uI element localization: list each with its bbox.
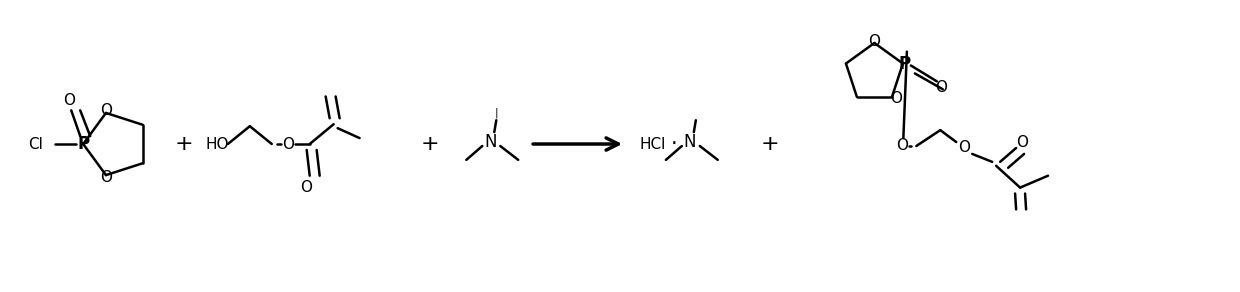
Text: |: | (495, 107, 498, 118)
Text: N: N (683, 133, 696, 151)
Text: O: O (300, 180, 311, 195)
Text: N: N (484, 133, 496, 151)
Text: +: + (760, 134, 779, 154)
Text: O: O (868, 34, 880, 48)
Text: O: O (100, 170, 112, 185)
Text: ·: · (671, 134, 677, 154)
Text: HCl: HCl (640, 137, 666, 152)
Text: O: O (897, 138, 909, 154)
Text: O: O (890, 91, 901, 106)
Text: Cl: Cl (29, 137, 43, 152)
Text: O: O (935, 80, 947, 95)
Text: O: O (100, 103, 112, 119)
Text: P: P (77, 135, 89, 153)
Text: HO: HO (206, 137, 229, 152)
Text: O: O (281, 137, 294, 152)
Text: O: O (1016, 135, 1028, 150)
Text: +: + (175, 134, 193, 154)
Text: O: O (959, 140, 970, 155)
Text: O: O (63, 93, 76, 108)
Text: P: P (899, 55, 911, 72)
Text: +: + (422, 134, 440, 154)
